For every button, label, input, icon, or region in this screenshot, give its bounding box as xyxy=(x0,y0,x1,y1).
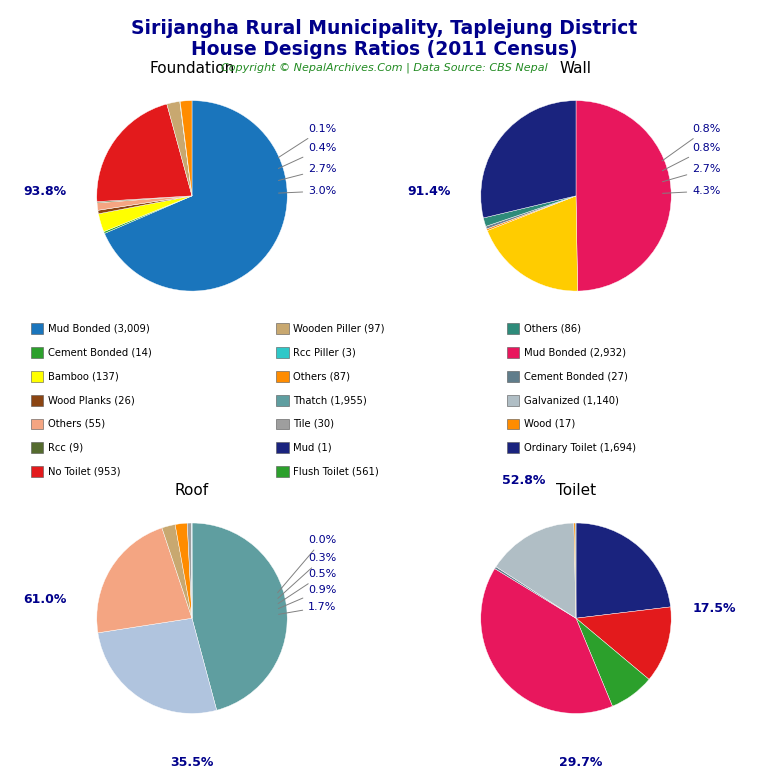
Text: Sirijangha Rural Municipality, Taplejung District: Sirijangha Rural Municipality, Taplejung… xyxy=(131,19,637,38)
Text: 3.0%: 3.0% xyxy=(279,186,336,196)
Wedge shape xyxy=(98,196,192,232)
Wedge shape xyxy=(162,525,192,618)
Text: 0.4%: 0.4% xyxy=(278,143,336,168)
Wedge shape xyxy=(576,618,649,707)
Wedge shape xyxy=(192,523,287,710)
Text: 29.7%: 29.7% xyxy=(559,756,602,768)
Text: Wooden Piller (97): Wooden Piller (97) xyxy=(293,323,385,334)
Text: Flush Toilet (561): Flush Toilet (561) xyxy=(293,466,379,477)
Text: 1.7%: 1.7% xyxy=(279,602,336,614)
Text: Mud Bonded (2,932): Mud Bonded (2,932) xyxy=(524,347,626,358)
Wedge shape xyxy=(496,523,576,618)
Text: Others (55): Others (55) xyxy=(48,419,104,429)
Text: Bamboo (137): Bamboo (137) xyxy=(48,371,118,382)
Wedge shape xyxy=(97,196,192,210)
Wedge shape xyxy=(167,101,192,196)
Wedge shape xyxy=(97,196,192,203)
Wedge shape xyxy=(486,196,576,229)
Wedge shape xyxy=(576,101,671,291)
Wedge shape xyxy=(104,196,192,233)
Text: 0.3%: 0.3% xyxy=(278,553,336,598)
Text: Tile (30): Tile (30) xyxy=(293,419,334,429)
Text: Mud Bonded (3,009): Mud Bonded (3,009) xyxy=(48,323,149,334)
Text: Copyright © NepalArchives.Com | Data Source: CBS Nepal: Copyright © NepalArchives.Com | Data Sou… xyxy=(220,63,548,74)
Text: 0.8%: 0.8% xyxy=(662,143,720,170)
Title: Toilet: Toilet xyxy=(556,483,596,498)
Text: 0.9%: 0.9% xyxy=(278,584,336,608)
Text: Thatch (1,955): Thatch (1,955) xyxy=(293,395,367,406)
Text: Others (87): Others (87) xyxy=(293,371,350,382)
Text: Rcc (9): Rcc (9) xyxy=(48,442,83,453)
Title: Wall: Wall xyxy=(560,61,592,75)
Text: Others (86): Others (86) xyxy=(524,323,581,334)
Text: Wood Planks (26): Wood Planks (26) xyxy=(48,395,134,406)
Wedge shape xyxy=(175,523,192,618)
Text: Rcc Piller (3): Rcc Piller (3) xyxy=(293,347,356,358)
Wedge shape xyxy=(98,618,217,713)
Wedge shape xyxy=(97,528,192,633)
Wedge shape xyxy=(483,196,576,227)
Text: 91.4%: 91.4% xyxy=(407,184,450,197)
Text: 93.8%: 93.8% xyxy=(23,184,66,197)
Wedge shape xyxy=(481,568,612,713)
Wedge shape xyxy=(487,196,576,230)
Wedge shape xyxy=(104,101,287,291)
Wedge shape xyxy=(98,196,192,214)
Wedge shape xyxy=(574,523,576,618)
Wedge shape xyxy=(180,101,192,196)
Text: Mud (1): Mud (1) xyxy=(293,442,332,453)
Wedge shape xyxy=(495,567,576,618)
Wedge shape xyxy=(488,196,578,291)
Wedge shape xyxy=(576,523,670,618)
Text: Wood (17): Wood (17) xyxy=(524,419,575,429)
Title: Foundation: Foundation xyxy=(149,61,235,75)
Title: Roof: Roof xyxy=(175,483,209,498)
Text: Galvanized (1,140): Galvanized (1,140) xyxy=(524,395,619,406)
Text: Ordinary Toilet (1,694): Ordinary Toilet (1,694) xyxy=(524,442,636,453)
Wedge shape xyxy=(576,607,671,680)
Text: 0.5%: 0.5% xyxy=(278,569,336,604)
Text: 0.8%: 0.8% xyxy=(662,124,720,161)
Text: 35.5%: 35.5% xyxy=(170,756,214,768)
Text: Cement Bonded (14): Cement Bonded (14) xyxy=(48,347,151,358)
Text: 0.0%: 0.0% xyxy=(277,535,336,593)
Text: No Toilet (953): No Toilet (953) xyxy=(48,466,120,477)
Text: 2.7%: 2.7% xyxy=(663,164,720,182)
Text: 2.7%: 2.7% xyxy=(279,164,336,180)
Wedge shape xyxy=(97,104,192,202)
Text: Cement Bonded (27): Cement Bonded (27) xyxy=(524,371,627,382)
Text: 0.1%: 0.1% xyxy=(278,124,336,157)
Wedge shape xyxy=(187,523,192,618)
Text: 52.8%: 52.8% xyxy=(502,474,545,487)
Text: 61.0%: 61.0% xyxy=(23,593,66,606)
Wedge shape xyxy=(481,101,576,218)
Text: 4.3%: 4.3% xyxy=(663,186,720,196)
Text: House Designs Ratios (2011 Census): House Designs Ratios (2011 Census) xyxy=(190,40,578,59)
Text: 17.5%: 17.5% xyxy=(692,602,736,615)
Wedge shape xyxy=(180,101,192,196)
